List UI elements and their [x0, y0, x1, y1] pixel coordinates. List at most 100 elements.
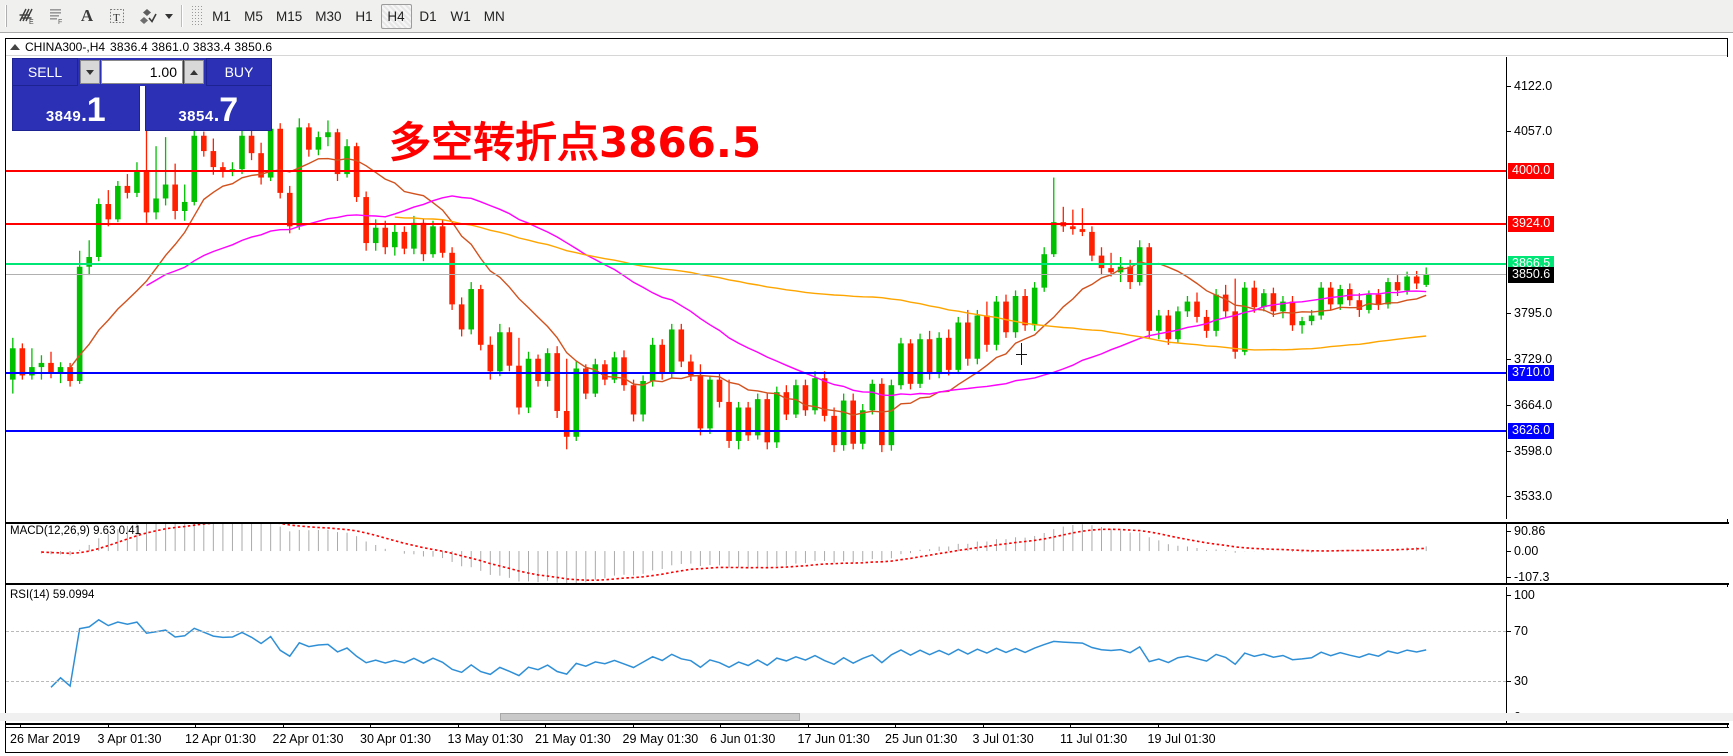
volume-increase-icon[interactable]: [184, 60, 204, 84]
timeframe-h4-button[interactable]: H4: [380, 3, 412, 29]
time-axis-label: 19 Jul 01:30: [1147, 732, 1216, 746]
volume-stepper: 1.00: [78, 58, 206, 86]
timeframe-w1-button[interactable]: W1: [450, 8, 471, 24]
rsi-axis-label: 70: [1514, 624, 1528, 639]
rsi-plot-area[interactable]: RSI(14) 59.0994: [6, 587, 1506, 723]
macd-axis: 90.86 0.00 -107.3: [1506, 524, 1729, 584]
timeframe-m30-button[interactable]: M30: [315, 8, 342, 24]
macd-label: MACD(12,26,9) 9.63 0.41: [10, 525, 142, 537]
collapse-triangle-icon[interactable]: [10, 44, 20, 50]
time-axis-tick: [982, 724, 984, 728]
time-axis-tick: [720, 724, 721, 728]
macd-axis-label: 0.00: [1514, 544, 1539, 559]
rsi-axis-label: 100: [1514, 588, 1535, 602]
timeframe-m5-button[interactable]: M5: [244, 8, 263, 24]
time-axis-label: 3 Jul 01:30: [972, 732, 1034, 746]
trade-panel-top-row: SELL 1.00 BUY: [12, 58, 272, 86]
rsi-series: [50, 618, 1427, 688]
price-axis-chip: 3850.6: [1508, 266, 1555, 283]
chart-info-bar: CHINA300-,H4 3836.4 3861.0 3833.4 3850.6: [6, 39, 1727, 56]
price-axis-label: 4057.0: [1514, 123, 1553, 138]
trade-panel-prices: 3849 . 1 3854 . 7: [12, 86, 272, 131]
sell-price-integer: 3849: [45, 108, 82, 125]
macd-plot-area[interactable]: MACD(12,26,9) 9.63 0.41: [6, 524, 1506, 583]
buy-button[interactable]: BUY: [206, 58, 272, 86]
time-axis-tick: [895, 724, 896, 728]
expert-advisor-icon[interactable]: E: [12, 3, 42, 29]
price-axis-label: 3533.0: [1514, 489, 1553, 503]
chart-annotation-text: 多空转折点3866.5: [389, 118, 762, 167]
timeframe-mn-button[interactable]: MN: [483, 8, 505, 24]
macd-axis-tick: [1507, 531, 1511, 532]
price-axis-tick: [1507, 496, 1511, 497]
price-pane: 4122.0 4057.0 4000.0 3924.0 3866.5 3850.6 3795…: [6, 57, 1729, 519]
price-plot-area[interactable]: [6, 57, 1506, 519]
sell-button[interactable]: SELL: [12, 58, 78, 86]
resistance-4000-line[interactable]: [6, 169, 1506, 172]
pivot-3866.5-line[interactable]: [6, 262, 1506, 265]
time-axis-label: 12 Apr 01:30: [185, 732, 256, 746]
price-axis-chip: 3710.0: [1508, 364, 1555, 381]
sell-price-box[interactable]: 3849 . 1: [12, 86, 140, 131]
candlestick-series: [10, 118, 1429, 453]
toolbar-separator: [181, 5, 182, 27]
support-3710-line[interactable]: [6, 371, 1506, 374]
resistance-3924-line[interactable]: [6, 222, 1506, 225]
volume-decrease-icon[interactable]: [80, 60, 100, 84]
sell-price-fraction: 1: [86, 91, 106, 129]
price-axis-label: 4122.0: [1514, 78, 1553, 93]
buy-price-decimal-point: .: [213, 104, 220, 126]
price-axis-tick: [1507, 359, 1511, 361]
time-axis-tick: [807, 724, 809, 728]
price-axis-chip: 3924.0: [1508, 215, 1555, 232]
last-price-3850.6-line[interactable]: [6, 273, 1506, 275]
timeframe-d1-button[interactable]: D1: [419, 8, 437, 24]
support-3626-line[interactable]: [6, 430, 1506, 433]
indicator-list-icon[interactable]: F: [42, 3, 72, 29]
price-axis-label: 3795.0: [1514, 306, 1553, 321]
text-object-icon[interactable]: T: [102, 3, 132, 29]
rsi-axis-tick: [1507, 595, 1511, 596]
time-axis-tick: [632, 724, 634, 728]
time-axis-label: 13 May 01:30: [447, 732, 524, 746]
time-axis-label: 22 Apr 01:30: [272, 732, 344, 746]
time-axis-label: 26 Mar 2019: [10, 732, 81, 746]
horizontal-scrollbar[interactable]: [0, 713, 1733, 721]
main-toolbar: E F A T M1 M5 M15 M30 H1 H4 D1 W1 MN: [0, 0, 1733, 33]
toolbar-grip[interactable]: [3, 4, 10, 28]
text-label-icon[interactable]: A: [80, 6, 94, 25]
price-axis-label: 3664.0: [1514, 397, 1553, 412]
chart-symbol-label: CHINA300-,H4: [25, 40, 106, 54]
buy-price-box[interactable]: 3854 . 7: [144, 86, 272, 131]
svg-text:F: F: [58, 19, 62, 26]
scrollbar-thumb[interactable]: [500, 713, 800, 721]
timeframe-m1-button[interactable]: M1: [212, 8, 231, 24]
time-axis-label: 11 Jul 01:30: [1060, 732, 1128, 746]
time-axis-label: 17 Jun 01:30: [797, 732, 870, 746]
timeframe-m15-button[interactable]: M15: [276, 8, 303, 24]
rsi-axis-tick: [1507, 681, 1511, 683]
objects-icon[interactable]: [132, 3, 162, 29]
macd-axis-tick: [1507, 551, 1511, 553]
timeframe-h1-button[interactable]: H1: [355, 8, 373, 24]
price-axis-chip: 3626.0: [1508, 423, 1555, 440]
time-axis-tick: [20, 724, 21, 728]
time-axis[interactable]: 26 Mar 2019 3 Apr 01:30 12 Apr 01:30 22 Apr…: [6, 724, 1729, 752]
svg-text:T: T: [113, 12, 120, 24]
macd-pane: MACD(12,26,9) 9.63 0.41 90.86 0.00 -107.3: [6, 522, 1729, 585]
sell-price-decimal-point: .: [81, 104, 87, 126]
price-axis[interactable]: 4122.0 4057.0 4000.0 3924.0 3866.5 3850.6 3795…: [1506, 57, 1729, 519]
price-axis-tick: [1507, 450, 1511, 452]
volume-input[interactable]: 1.00: [101, 60, 183, 84]
rsi-level-70: [6, 631, 1506, 633]
timeframe-group: M1 M5 M15 M30 H1 H4 D1 W1 MN: [206, 3, 512, 29]
price-axis-tick: [1507, 130, 1511, 132]
time-axis-tick: [1157, 724, 1159, 728]
time-axis-label: 3 Apr 01:30: [97, 732, 162, 746]
macd-axis-tick: [1507, 577, 1511, 578]
timeframe-grip[interactable]: [191, 5, 202, 27]
objects-dropdown-icon[interactable]: [162, 3, 176, 29]
price-axis-label: 3729.0: [1514, 352, 1553, 367]
rsi-label: RSI(14) 59.0994: [10, 589, 95, 601]
buy-price-integer: 3854: [178, 108, 214, 125]
